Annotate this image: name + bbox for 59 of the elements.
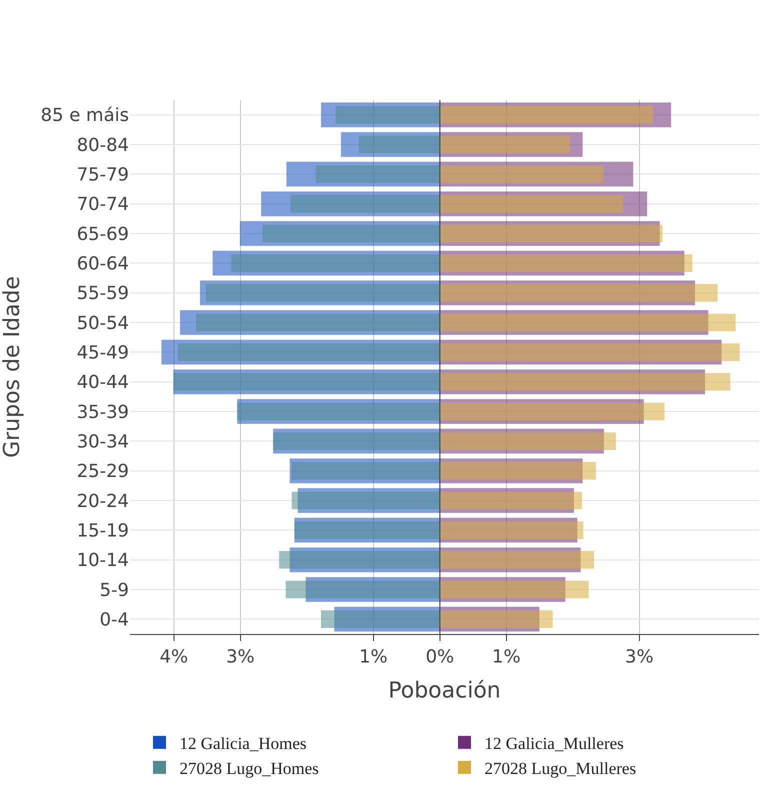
bar [439, 284, 718, 302]
y-tick-label: 50-54 [76, 312, 129, 334]
legend-label: 12 Galicia_Homes [180, 734, 306, 753]
bar [439, 254, 692, 272]
bar [286, 580, 440, 598]
bar [439, 610, 553, 628]
x-axis-title: Poboación [388, 678, 501, 704]
y-tick-label: 85 e máis [40, 105, 129, 126]
bar [439, 106, 654, 124]
y-tick-label: 65-69 [76, 224, 129, 245]
bar [439, 580, 589, 598]
y-tick-label: 80-84 [76, 134, 129, 156]
bar [439, 402, 664, 420]
legend-label: 27028 Lugo_Homes [180, 759, 319, 778]
y-tick-label: 40-44 [76, 372, 129, 394]
bar [439, 373, 730, 391]
y-tick-label: 35-39 [76, 402, 129, 423]
bar [439, 136, 570, 154]
bar [439, 195, 624, 213]
x-tick-label: 0% [426, 646, 454, 668]
bar [439, 432, 616, 450]
legend-label: 27028 Lugo_Mulleres [484, 759, 636, 778]
bar [196, 314, 440, 332]
bar [178, 343, 440, 361]
bar [439, 492, 582, 510]
bar [439, 314, 736, 332]
y-tick-label: 30-34 [76, 431, 129, 452]
y-tick-label: 55-59 [76, 283, 129, 304]
bar [320, 610, 440, 628]
y-tick-label: 0-4 [100, 609, 129, 630]
y-axis-title: Grupos de Idade [0, 276, 25, 458]
bar [358, 136, 440, 154]
bar [336, 106, 440, 124]
x-tick-label: 1% [492, 646, 521, 668]
bar [439, 521, 584, 539]
y-tick-label: 20-24 [76, 490, 129, 512]
legend-label: 12 Galicia_Mulleres [484, 734, 624, 753]
bar [262, 224, 440, 242]
bar [439, 551, 594, 569]
y-tick-label: 10-14 [76, 550, 129, 572]
bar [290, 195, 440, 213]
bar [439, 462, 596, 480]
y-tick-label: 15-19 [76, 520, 129, 542]
x-tick-label: 3% [625, 646, 654, 668]
bar [439, 165, 604, 183]
y-tick-label: 70-74 [76, 194, 129, 216]
x-tick-label: 1% [359, 646, 388, 668]
y-tick-label: 25-29 [76, 461, 129, 482]
bar [439, 343, 740, 361]
x-tick-label: 3% [226, 646, 255, 668]
bar [316, 165, 440, 183]
y-tick-label: 45-49 [76, 342, 129, 364]
y-tick-label: 75-79 [76, 164, 129, 186]
bar [292, 492, 440, 510]
bar [231, 254, 440, 272]
x-tick-label: 4% [160, 646, 188, 668]
y-tick-label: 5-9 [100, 580, 129, 601]
y-tick-label: 60-64 [76, 253, 129, 274]
bar [279, 551, 440, 569]
